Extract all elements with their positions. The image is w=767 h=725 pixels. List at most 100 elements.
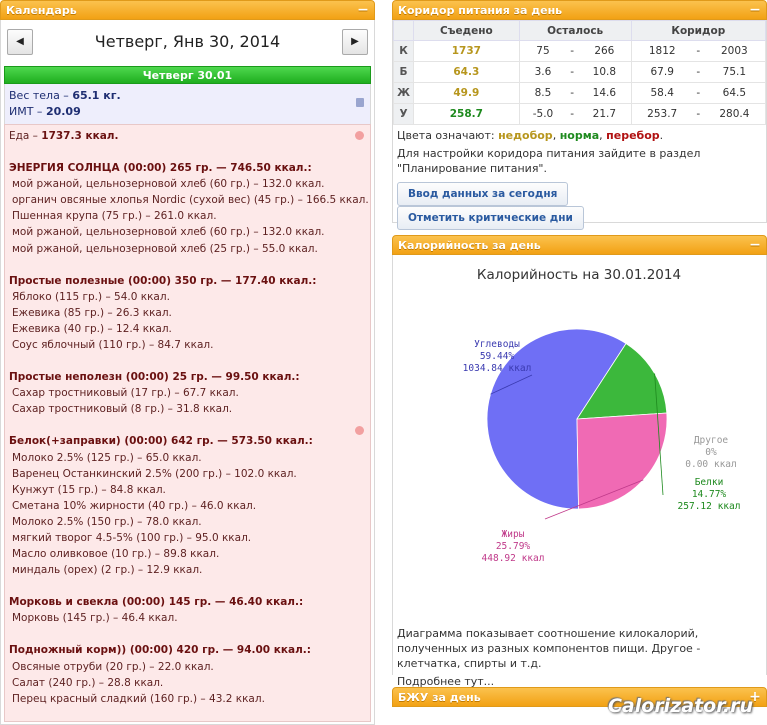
bmi-line: ИМТ – 20.09: [9, 105, 81, 118]
slice-label-percent_label: 14.77%: [692, 489, 727, 500]
meal-title[interactable]: Морковь и свекла (00:00) 145 гр. — 46.40…: [9, 596, 304, 609]
food-item[interactable]: Морковь (145 гр.) – 46.4 ккал.: [12, 612, 178, 625]
trash-icon[interactable]: [356, 98, 364, 107]
corridor-panel-title: Коридор питания за день: [398, 4, 563, 17]
pie-slice-2[interactable]: [576, 412, 668, 510]
bju-panel-header[interactable]: БЖУ за день +: [392, 687, 767, 707]
food-item[interactable]: Сахар тростниковый (17 гр.) – 67.7 ккал.: [12, 387, 239, 400]
corridor-row: Ж 49.9 8.5-14.6 58.4-64.5: [393, 82, 766, 104]
food-item[interactable]: Сметана 10% жирности (40 гр.) – 46.0 кка…: [12, 499, 257, 512]
apple-icon[interactable]: [355, 426, 364, 435]
left-max: 266: [578, 40, 632, 62]
watermark-logo: Calorizator.ru: [607, 695, 753, 717]
collapse-icon[interactable]: −: [749, 237, 761, 253]
corridor-min: 253.7: [630, 103, 693, 125]
corridor-panel-header[interactable]: Коридор питания за день −: [392, 0, 767, 20]
corridor-max: 2003: [703, 40, 766, 62]
calories-panel-body: Калорийность на 30.01.2014 Углеводы 59.44…: [392, 255, 767, 692]
pie-chart-svg: Калорийность на 30.01.2014 Углеводы59.44…: [463, 267, 741, 564]
food-item[interactable]: органич овсяные хлопья Nordic (сухой вес…: [12, 194, 369, 207]
legend-norm: норма: [559, 129, 600, 142]
col-header-eaten: Съедено: [413, 20, 520, 41]
eaten-value: 1737: [413, 40, 520, 62]
food-item[interactable]: мягкий творог 4.5-5% (100 гр.) – 95.0 кк…: [12, 531, 252, 544]
enter-today-button[interactable]: Ввод данных за сегодня: [397, 182, 569, 206]
collapse-icon[interactable]: −: [749, 2, 761, 18]
food-item[interactable]: мой ржаной, цельнозерновой хлеб (25 гр.)…: [12, 242, 318, 255]
left-min: 8.5: [518, 82, 567, 104]
corridor-min: 67.9: [630, 61, 693, 83]
legend-over: перебор: [606, 129, 660, 142]
slice-label-percent_label: 59.44%: [480, 351, 515, 362]
left-max: 21.7: [578, 103, 632, 125]
dash: -: [566, 40, 579, 62]
food-item[interactable]: Ежевика (85 гр.) – 26.3 ккал.: [12, 306, 172, 319]
food-item[interactable]: Масло оливковое (10 гр.) – 89.8 ккал.: [12, 548, 220, 561]
calories-chart: Калорийность на 30.01.2014 Углеводы 59.44…: [393, 255, 766, 623]
next-day-button[interactable]: ▶: [342, 29, 368, 55]
prev-day-button[interactable]: ◀: [7, 29, 33, 55]
food-item[interactable]: Овсяные отруби (20 гр.) – 22.0 ккал.: [12, 660, 214, 673]
apple-icon[interactable]: [355, 131, 364, 140]
collapse-icon[interactable]: −: [357, 2, 369, 18]
food-item[interactable]: Перец красный сладкий (160 гр.) – 43.2 к…: [12, 692, 265, 705]
calories-panel-header[interactable]: Калорийность за день −: [392, 235, 767, 255]
food-item[interactable]: Яблоко (115 гр.) – 54.0 ккал.: [12, 290, 170, 303]
food-item[interactable]: Салат (240 гр.) – 28.8 ккал.: [12, 676, 164, 689]
chart-description: Диаграмма показывает соотношение килокал…: [393, 623, 766, 674]
food-total-value: 1737.3 ккал.: [41, 130, 119, 142]
food-item[interactable]: Пшенная крупа (75 гр.) – 261.0 ккал.: [12, 210, 217, 223]
food-item[interactable]: мой ржаной, цельнозерновой хлеб (60 гр.)…: [12, 178, 325, 191]
meal-title[interactable]: Простые неполезн (00:00) 25 гр. — 99.50 …: [9, 371, 300, 384]
food-item[interactable]: Сахар тростниковый (8 гр.) – 31.8 ккал.: [12, 403, 233, 416]
dash: -: [692, 82, 704, 104]
corridor-row: К 1737 75-266 1812-2003: [393, 40, 766, 62]
meal-title[interactable]: Простые полезные (00:00) 350 гр. — 177.4…: [9, 274, 317, 287]
slice-label-percent_label: 0%: [705, 447, 717, 458]
meal-title[interactable]: ЭНЕРГИЯ СОЛНЦА (00:00) 265 гр. — 746.50 …: [9, 162, 312, 175]
food-item[interactable]: Кунжут (15 гр.) – 84.8 ккал.: [12, 483, 166, 496]
left-min: 3.6: [518, 61, 567, 83]
food-item[interactable]: мой ржаной, цельнозерновой хлеб (60 гр.)…: [12, 226, 325, 239]
food-item[interactable]: Молоко 2.5% (150 гр.) – 78.0 ккал.: [12, 515, 202, 528]
dash: -: [566, 82, 579, 104]
food-item[interactable]: миндаль (орех) (2 гр.) – 12.9 ккал.: [12, 564, 203, 577]
left-min: 75: [518, 40, 567, 62]
selected-day-bar[interactable]: Четверг 30.01: [4, 66, 371, 84]
corridor-row: Б 64.3 3.6-10.8 67.9-75.1: [393, 61, 766, 83]
slice-label-name: Другое: [694, 435, 729, 446]
dash: -: [692, 61, 704, 83]
legend-under: недобор: [498, 129, 553, 142]
col-header-corridor: Коридор: [630, 20, 767, 41]
slice-label-value_label: 257.12 ккал: [678, 501, 741, 512]
slice-label-percent_label: 25.79%: [496, 541, 531, 552]
settings-hint: Для настройки коридора питания зайдите в…: [397, 147, 701, 175]
colors-legend: Цвета означают: недобор, норма, перебор.: [397, 129, 664, 142]
weight-box: Вес тела – 65.1 кг. ИМТ – 20.09: [4, 84, 371, 124]
dash: -: [566, 103, 579, 125]
calendar-panel-header[interactable]: Календарь −: [0, 0, 375, 20]
corridor-max: 280.4: [703, 103, 766, 125]
meal-title[interactable]: Белок(+заправки) (00:00) 642 гр. — 573.5…: [9, 435, 313, 448]
dash: -: [692, 103, 704, 125]
food-item[interactable]: Молоко 2.5% (125 гр.) – 65.0 ккал.: [12, 451, 202, 464]
food-item[interactable]: Соус яблочный (110 гр.) – 84.7 ккал.: [12, 339, 214, 352]
meal-title[interactable]: Подножный корм)) (00:00) 420 гр. — 94.00…: [9, 644, 311, 657]
corridor-max: 64.5: [703, 82, 766, 104]
left-max: 10.8: [578, 61, 632, 83]
corridor-row: У 258.7 -5.0-21.7 253.7-280.4: [393, 103, 766, 125]
leader-line: [654, 373, 664, 496]
corridor-panel-body: Съедено Осталось Коридор К 1737 75-266 1812…: [392, 20, 767, 230]
food-item[interactable]: Варенец Останкинский 2.5% (200 гр.) – 10…: [12, 467, 297, 480]
food-item[interactable]: Ежевика (40 гр.) – 12.4 ккал.: [12, 322, 172, 335]
calendar-date-title: Четверг, Янв 30, 2014: [94, 32, 281, 51]
left-min: -5.0: [518, 103, 567, 125]
weight-value: 65.1 кг.: [72, 89, 121, 102]
bmi-value: 20.09: [45, 105, 81, 118]
calendar-nav: ◀ Четверг, Янв 30, 2014 ▶: [1, 20, 374, 66]
mark-critical-days-button[interactable]: Отметить критические дни: [397, 206, 584, 230]
corridor-min: 58.4: [630, 82, 693, 104]
expand-icon[interactable]: +: [749, 689, 761, 705]
col-header-left: Осталось: [518, 20, 632, 41]
row-label: У: [393, 103, 414, 125]
